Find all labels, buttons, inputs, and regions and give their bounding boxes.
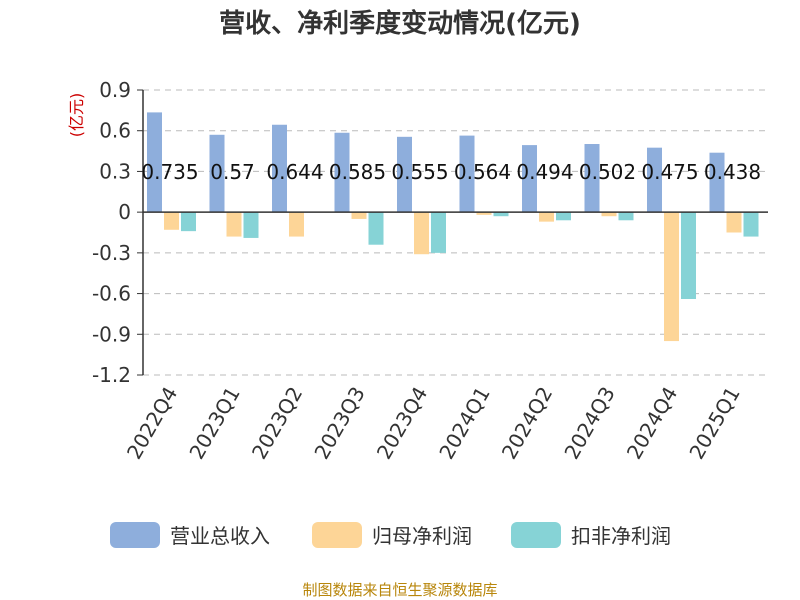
x-tick-label: 2024Q3 bbox=[559, 383, 619, 464]
bar-2-2024Q1 bbox=[476, 212, 492, 215]
chart-title: 营收、净利季度变动情况(亿元) bbox=[219, 8, 581, 39]
data-label-2024Q4: 0.475 bbox=[641, 160, 698, 184]
x-tick-label: 2024Q1 bbox=[434, 383, 494, 464]
y-tick-label: -0.9 bbox=[92, 322, 131, 346]
bar-2-2024Q4 bbox=[664, 212, 679, 342]
x-tick-label: 2022Q4 bbox=[122, 383, 182, 464]
y-axis-unit: (亿元) bbox=[67, 93, 86, 138]
bar-1-2024Q2 bbox=[522, 145, 537, 213]
bar-3-2024Q1 bbox=[493, 212, 509, 217]
data-label-2022Q4: 0.735 bbox=[141, 160, 198, 184]
x-tick-label: 2025Q1 bbox=[684, 383, 744, 464]
data-label-2024Q2: 0.494 bbox=[516, 160, 573, 184]
bar-1-2023Q4 bbox=[397, 136, 412, 213]
legend-swatch-2 bbox=[312, 522, 362, 548]
y-tick-label: 0.3 bbox=[99, 159, 131, 183]
y-tick-label: -0.3 bbox=[92, 241, 131, 265]
source-note: 制图数据来自恒生聚源数据库 bbox=[302, 581, 497, 599]
bar-1-2025Q1 bbox=[709, 152, 725, 213]
data-label-2023Q3: 0.585 bbox=[329, 160, 386, 184]
bar-1-2024Q4 bbox=[647, 147, 662, 213]
bar-2-2023Q2 bbox=[289, 212, 304, 237]
bar-2-2024Q2 bbox=[539, 212, 554, 222]
bar-1-2022Q4 bbox=[147, 112, 162, 213]
bar-3-2024Q4 bbox=[681, 212, 696, 299]
data-label-2023Q4: 0.555 bbox=[391, 160, 448, 184]
legend-swatch-1 bbox=[110, 522, 160, 548]
bar-1-2023Q2 bbox=[272, 124, 287, 213]
y-tick-label: -1.2 bbox=[92, 363, 131, 387]
grid-lines bbox=[143, 89, 768, 376]
y-tick-label: -0.6 bbox=[92, 282, 131, 306]
data-label-2023Q2: 0.644 bbox=[266, 160, 323, 184]
legend-swatch-3 bbox=[511, 522, 561, 548]
bar-3-2023Q3 bbox=[368, 212, 384, 245]
x-tick-label: 2023Q3 bbox=[309, 383, 369, 464]
bar-3-2023Q4 bbox=[431, 212, 446, 253]
bar-2-2023Q3 bbox=[351, 212, 367, 219]
legend: 营业总收入 归母净利润 扣非净利润 bbox=[110, 522, 671, 548]
bar-2-2022Q4 bbox=[164, 212, 179, 230]
bar-3-2022Q4 bbox=[181, 212, 196, 232]
legend-label-1: 营业总收入 bbox=[170, 524, 270, 548]
bar-3-2023Q1 bbox=[243, 212, 259, 238]
data-label-2024Q3: 0.502 bbox=[579, 160, 636, 184]
bar-2-2024Q3 bbox=[601, 212, 617, 217]
bar-3-2024Q3 bbox=[618, 212, 634, 221]
x-tick-label: 2024Q4 bbox=[622, 383, 682, 464]
bar-1-2024Q1 bbox=[459, 135, 475, 213]
legend-label-3: 扣非净利润 bbox=[571, 524, 671, 548]
data-label-2025Q1: 0.438 bbox=[704, 160, 761, 184]
x-tick-label: 2023Q2 bbox=[247, 383, 307, 464]
bars bbox=[147, 112, 759, 342]
x-tick-label: 2023Q4 bbox=[372, 383, 432, 464]
y-tick-label: 0.6 bbox=[99, 119, 131, 143]
bar-2-2023Q4 bbox=[414, 212, 429, 255]
data-label-2024Q1: 0.564 bbox=[454, 160, 511, 184]
legend-label-2: 归母净利润 bbox=[372, 524, 472, 548]
bar-1-2023Q1 bbox=[209, 134, 225, 213]
x-tick-label: 2024Q2 bbox=[497, 383, 557, 464]
bar-1-2024Q3 bbox=[584, 144, 600, 213]
y-tick-label: 0 bbox=[118, 200, 131, 224]
bar-3-2025Q1 bbox=[743, 212, 759, 237]
y-axis-ticks: 0.9 0.6 0.3 0 -0.3 -0.6 -0.9 -1.2 bbox=[92, 78, 143, 387]
y-tick-label: 0.9 bbox=[99, 78, 131, 102]
x-tick-label: 2023Q1 bbox=[184, 383, 244, 464]
bar-2-2023Q1 bbox=[226, 212, 242, 237]
bar-2-2025Q1 bbox=[726, 212, 742, 233]
bar-1-2023Q3 bbox=[334, 132, 350, 213]
data-label-2023Q1: 0.57 bbox=[210, 160, 255, 184]
bar-3-2024Q2 bbox=[556, 212, 571, 221]
data-labels: 0.735 0.57 0.644 0.585 0.555 0.564 0.494 0.502 0… bbox=[141, 160, 761, 184]
